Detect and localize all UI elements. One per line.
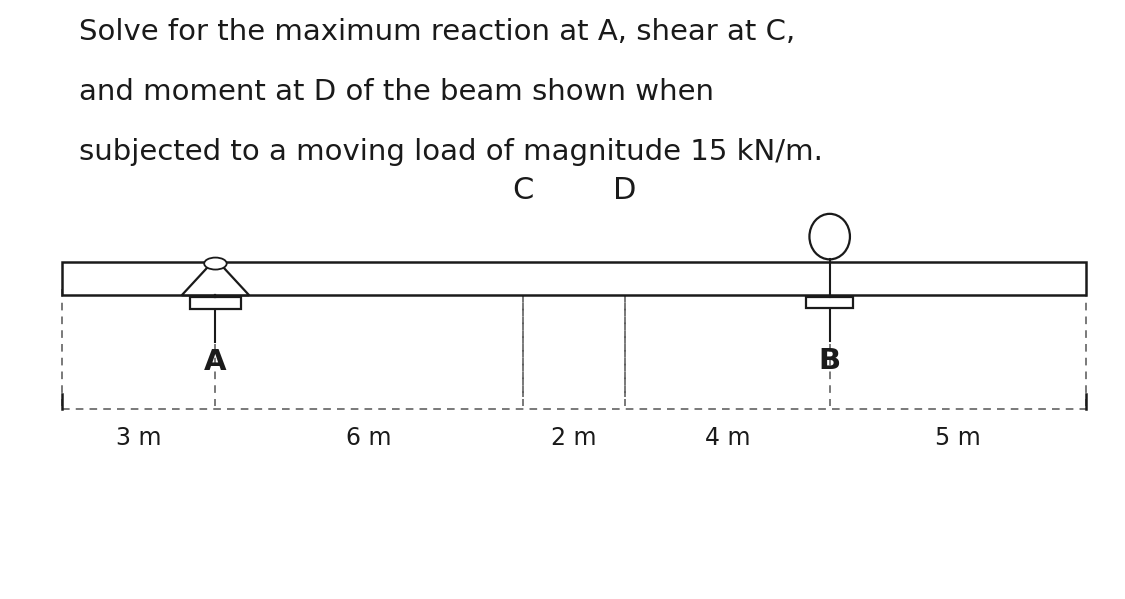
Polygon shape (181, 259, 249, 295)
Bar (806, 297, 853, 308)
Ellipse shape (809, 214, 850, 259)
Text: 3 m: 3 m (116, 426, 161, 450)
Text: 4 m: 4 m (704, 426, 750, 450)
Text: D: D (613, 176, 637, 205)
Circle shape (205, 258, 226, 270)
Text: 5 m: 5 m (935, 426, 981, 450)
Text: A: A (205, 348, 226, 376)
Text: 6 m: 6 m (346, 426, 392, 450)
Text: C: C (512, 176, 533, 205)
Text: subjected to a moving load of magnitude 15 kN/m.: subjected to a moving load of magnitude … (79, 138, 822, 166)
Text: B: B (819, 347, 840, 375)
Text: 2 m: 2 m (551, 426, 596, 450)
Text: and moment at D of the beam shown when: and moment at D of the beam shown when (79, 78, 713, 106)
Bar (190, 297, 241, 309)
Bar (62, 262, 1086, 295)
Text: Solve for the maximum reaction at A, shear at C,: Solve for the maximum reaction at A, she… (79, 18, 795, 46)
